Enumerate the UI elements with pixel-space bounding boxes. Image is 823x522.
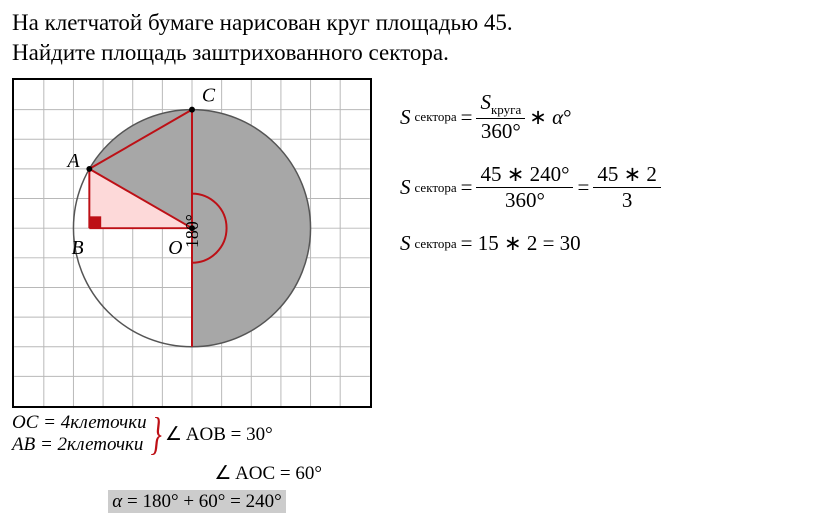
label-c: C	[202, 85, 216, 107]
formula-1: Sсектора = Sкруга 360° ∗ α°	[400, 90, 661, 144]
grid-box: C A B O 180°	[12, 78, 372, 408]
relation-oc: OC = 4клеточки	[12, 412, 147, 434]
formulas-area: Sсектора = Sкруга 360° ∗ α° Sсектора = 4…	[400, 90, 661, 274]
figure-area: C A B O 180° OC = 4клеточки AB = 2клеточ…	[12, 78, 382, 513]
label-o: O	[168, 237, 182, 259]
label-180: 180°	[182, 214, 202, 248]
relation-ab: AB = 2клеточки	[12, 434, 147, 456]
relations-block: OC = 4клеточки AB = 2клеточки } ∠ AOB = …	[12, 412, 382, 513]
problem-line1: На клетчатой бумаге нарисован круг площа…	[12, 8, 513, 38]
formula-2: Sсектора = 45 ∗ 240° 360° = 45 ∗ 2 3	[400, 162, 661, 213]
brace-icon: }	[150, 414, 161, 454]
problem-line2: Найдите площадь заштрихованного сектора.	[12, 38, 513, 68]
relation-alpha: α = 180° + 60° = 240°	[108, 490, 285, 513]
geometry-svg: C A B O 180°	[14, 80, 370, 406]
label-b: B	[71, 237, 83, 259]
relation-aoc: ∠ AOC = 60°	[12, 462, 382, 485]
relation-aob: ∠ AOB = 30°	[165, 423, 273, 446]
label-a: A	[66, 150, 81, 172]
formula-3: Sсектора = 15 ∗ 2 = 30	[400, 231, 661, 256]
problem-statement: На клетчатой бумаге нарисован круг площа…	[12, 8, 513, 68]
right-angle-marker	[89, 216, 101, 228]
